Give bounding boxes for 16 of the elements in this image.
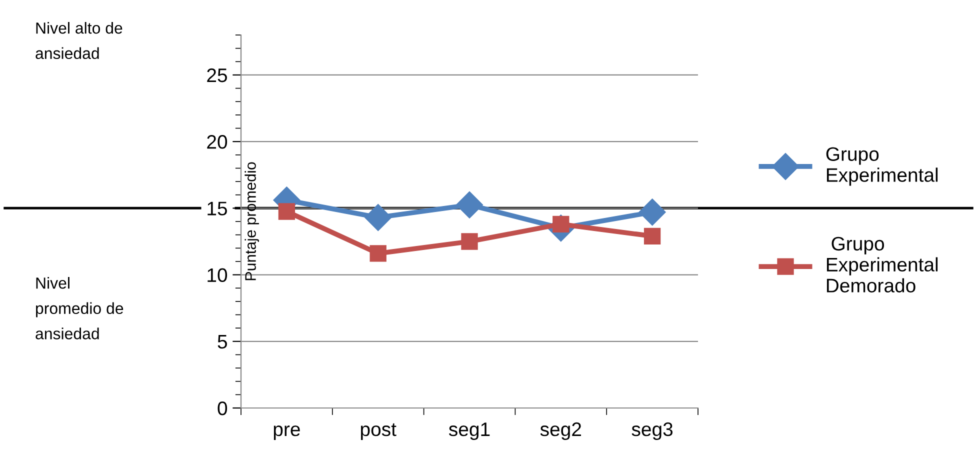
y-tick-label: 15 [208, 202, 227, 216]
x-tick-label: post [360, 423, 396, 440]
text: Nivel alto de ansiedad [36, 22, 122, 60]
y-tick-label: 20 [207, 135, 228, 149]
x-tick-label: seg2 [540, 422, 582, 440]
y-axis-title: Puntaje promedio [244, 162, 259, 280]
y-tick-label: 5 [218, 335, 227, 349]
x-tick-label: pre [274, 426, 300, 440]
x-tick-label: seg1 [448, 422, 490, 440]
text: Nivel promedio de ansiedad [36, 277, 124, 340]
legend-label: Grupo Experimental [826, 147, 938, 186]
y-tick-label: 0 [218, 401, 228, 416]
y-tick-label: 10 [208, 268, 228, 282]
legend-label: Grupo Experimental Demorado [826, 236, 938, 292]
y-tick-label: 25 [207, 68, 227, 82]
x-tick-label: seg3 [632, 422, 673, 440]
